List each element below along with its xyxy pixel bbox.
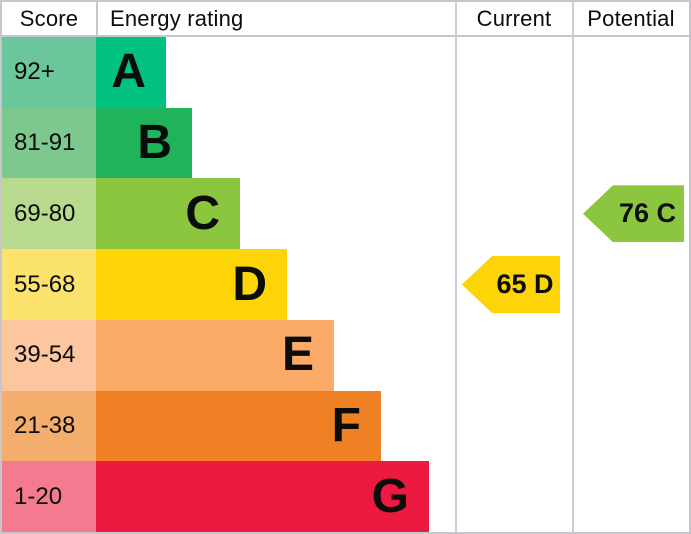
band-letter-a: A bbox=[111, 45, 146, 99]
band-bar-a: A bbox=[96, 37, 166, 108]
band-bar-g: G bbox=[96, 461, 429, 532]
band-letter-e: E bbox=[281, 328, 314, 382]
band-score-range-e: 39-54 bbox=[2, 319, 96, 391]
column-divider-current bbox=[455, 2, 457, 532]
band-score-range-f: 21-38 bbox=[2, 390, 96, 462]
epc-header: Score Energy rating Current Potential bbox=[2, 2, 689, 37]
header-energy-rating: Energy rating bbox=[110, 5, 244, 31]
band-row-g: 1-20 G bbox=[2, 461, 689, 532]
band-letter-d: D bbox=[232, 257, 267, 311]
band-bar-d: D bbox=[96, 249, 287, 320]
band-row-f: 21-38 F bbox=[2, 390, 689, 462]
band-score-range-d: 55-68 bbox=[2, 249, 96, 320]
band-row-a: 92+ A bbox=[2, 37, 689, 108]
band-bar-b: B bbox=[96, 107, 192, 179]
band-row-b: 81-91 B bbox=[2, 107, 689, 179]
band-score-range-g: 1-20 bbox=[2, 461, 96, 532]
band-score-range-a: 92+ bbox=[2, 37, 96, 108]
band-row-c: 69-80 C bbox=[2, 178, 689, 250]
band-bar-e: E bbox=[96, 319, 334, 391]
band-row-d: 55-68 D bbox=[2, 249, 689, 320]
band-bar-f: F bbox=[96, 390, 381, 462]
header-current: Current bbox=[476, 5, 552, 31]
header-score: Score bbox=[19, 5, 79, 31]
band-letter-c: C bbox=[185, 186, 220, 240]
header-potential: Potential bbox=[587, 5, 675, 31]
band-bar-c: C bbox=[96, 178, 240, 250]
current-rating-label: 65 D bbox=[496, 269, 554, 299]
band-score-range-c: 69-80 bbox=[2, 178, 96, 250]
band-letter-b: B bbox=[137, 116, 172, 170]
potential-rating-label: 76 C bbox=[618, 198, 677, 229]
band-letter-g: G bbox=[371, 469, 409, 523]
epc-body: 92+ A 81-91 B 69-80 C 55-68 D 39-54 E 21-38 F 1-20 G bbox=[2, 37, 689, 532]
band-score-range-b: 81-91 bbox=[2, 107, 96, 179]
band-letter-f: F bbox=[331, 398, 361, 452]
column-divider-potential bbox=[572, 2, 574, 532]
header-divider-score-rating bbox=[96, 2, 98, 35]
band-row-e: 39-54 E bbox=[2, 319, 689, 391]
